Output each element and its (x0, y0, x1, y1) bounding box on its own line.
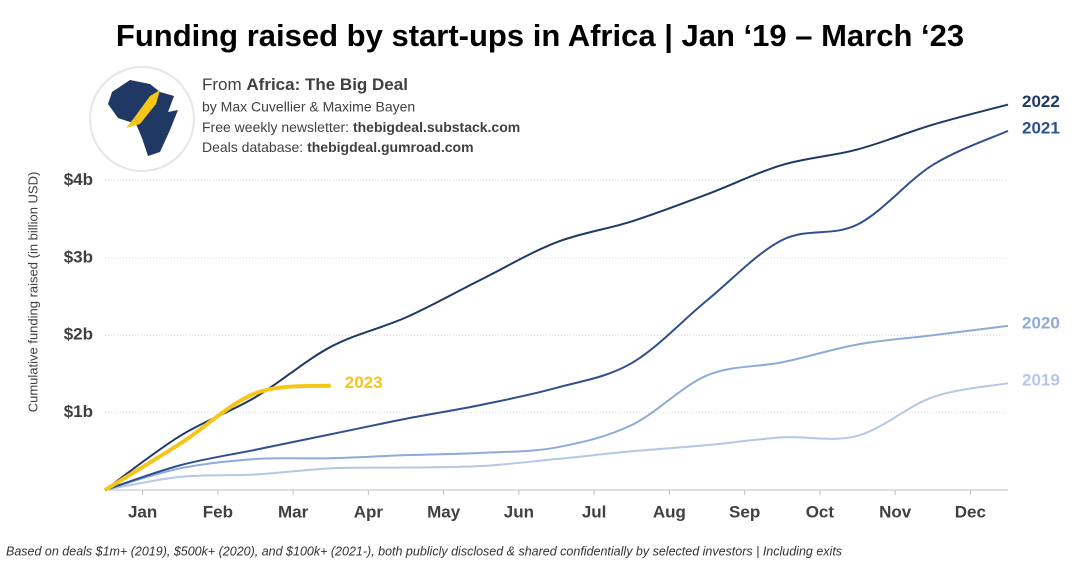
x-tick-label: Apr (354, 502, 384, 521)
x-tick-label: Jun (504, 502, 534, 521)
x-tick-label: Dec (955, 502, 986, 521)
series-line (104, 382, 1009, 491)
x-tick-label: Oct (806, 502, 835, 521)
series-line (103, 383, 331, 492)
x-tick-label: Jul (582, 502, 607, 521)
newsletter: thebigdeal.substack.com (353, 119, 520, 135)
series-label: 2019 (1022, 371, 1060, 390)
y-tick-label: $2b (64, 325, 93, 344)
x-tick-label: Jan (128, 502, 157, 521)
x-tick-label: Aug (653, 502, 686, 521)
source-authors: by Max Cuvellier & Maxime Bayen (202, 99, 415, 115)
x-tick-label: Mar (278, 502, 309, 521)
series-label: 2022 (1022, 92, 1060, 111)
logo (89, 66, 195, 172)
series-line (104, 324, 1009, 491)
y-tick-label: $3b (64, 247, 93, 266)
database: thebigdeal.gumroad.com (307, 139, 473, 155)
y-axis-label: Cumulative funding raised (in billion US… (25, 172, 40, 413)
footnote: Based on deals $1m+ (2019), $500k+ (2020… (6, 544, 842, 558)
database-label: Deals database: (202, 139, 303, 155)
series-line (104, 103, 1009, 491)
source-database: Deals database: thebigdeal.gumroad.com (202, 139, 474, 155)
source-line: From Africa: The Big Deal (202, 75, 408, 94)
x-tick-label: Sep (729, 502, 760, 521)
x-tick-label: May (427, 502, 461, 521)
chart-title: Funding raised by start-ups in Africa | … (116, 18, 964, 53)
newsletter-label: Free weekly newsletter: (202, 119, 349, 135)
source-newsletter: Free weekly newsletter: thebigdeal.subst… (202, 119, 520, 135)
y-tick-label: $4b (64, 170, 93, 189)
series-line (104, 129, 1009, 491)
source-name: Africa: The Big Deal (246, 75, 408, 94)
y-tick-label: $1b (64, 402, 93, 421)
series-label: 2021 (1022, 118, 1060, 137)
source-prefix: From (202, 75, 242, 94)
x-tick-label: Feb (203, 502, 233, 521)
series-label: 2020 (1022, 313, 1060, 332)
series-label: 2023 (345, 373, 383, 392)
x-tick-label: Nov (879, 502, 912, 521)
